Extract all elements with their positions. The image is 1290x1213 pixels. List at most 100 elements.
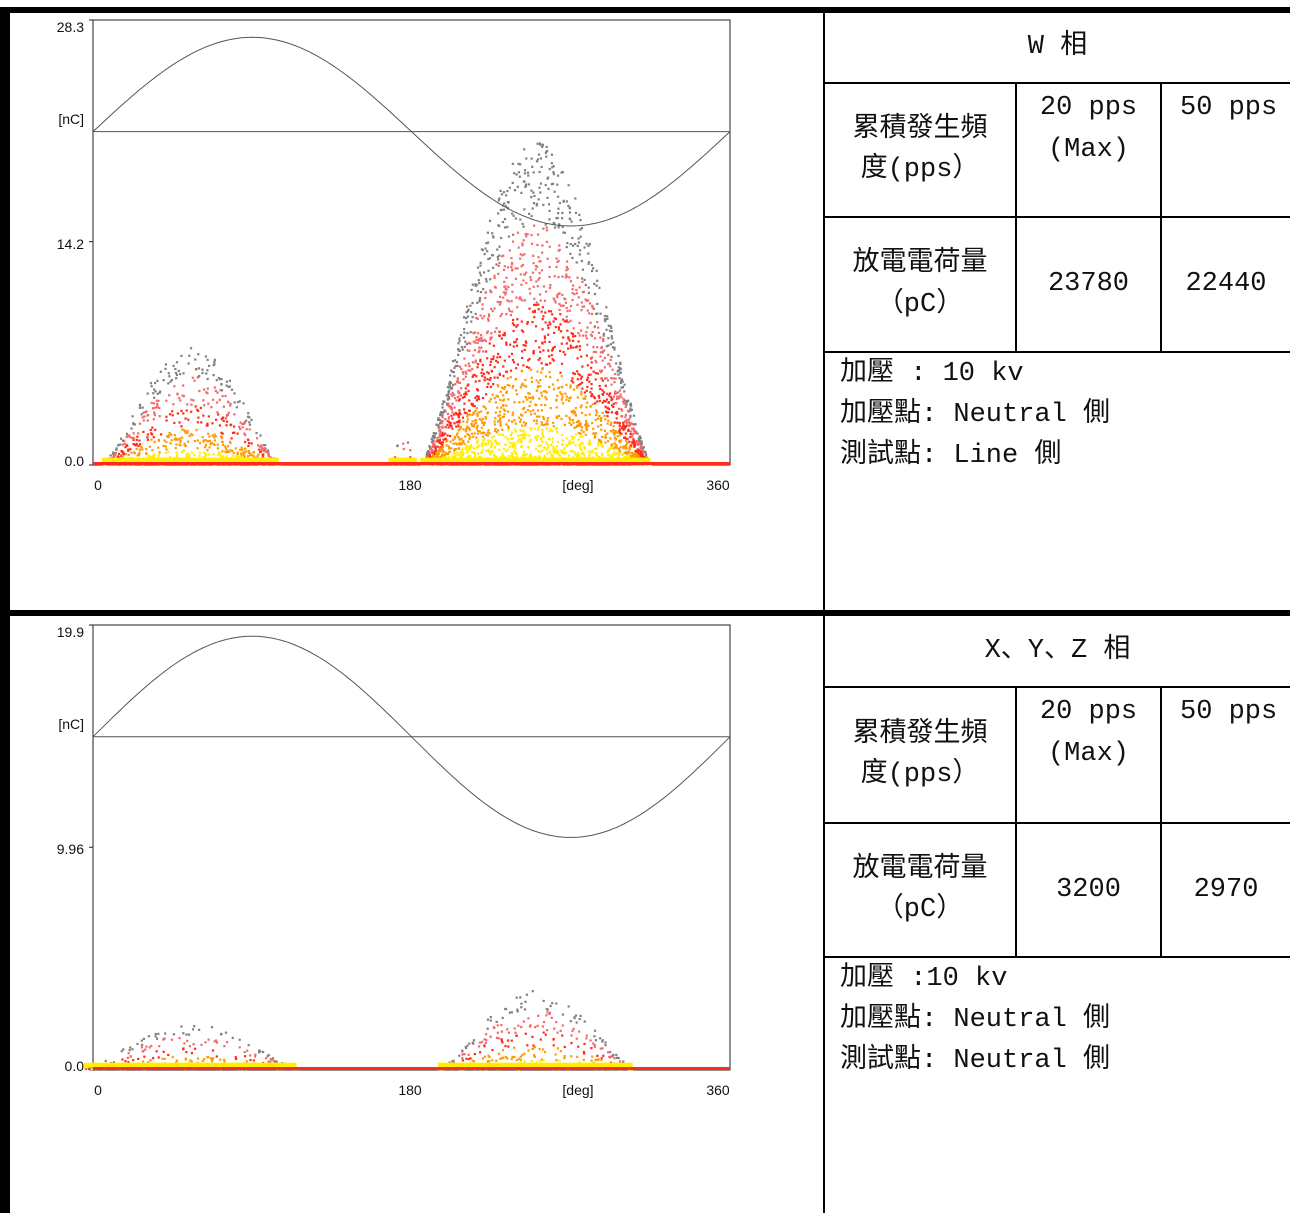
scatter-point [490, 332, 493, 335]
scatter-point [480, 442, 483, 445]
charge-value-20pps: 3200 [1056, 874, 1121, 905]
scatter-point [537, 278, 540, 281]
scatter-point [640, 444, 643, 447]
scatter-point [632, 423, 635, 426]
scatter-point [432, 434, 435, 438]
scatter-point [470, 432, 474, 435]
scatter-point [469, 444, 472, 447]
scatter-point [537, 358, 540, 361]
scatter-point [443, 453, 446, 457]
scatter-point [503, 398, 506, 401]
scatter-point [614, 437, 618, 441]
scatter-point [502, 291, 505, 294]
scatter-point [531, 320, 534, 324]
scatter-point [536, 243, 539, 247]
scatter-point [574, 410, 577, 414]
scatter-point [124, 453, 128, 456]
scatter-point [541, 251, 544, 254]
scatter-point [184, 431, 187, 434]
table1-line-b [825, 216, 1290, 218]
scatter-point [521, 356, 524, 360]
scatter-point [539, 438, 543, 441]
scatter-point [481, 307, 484, 310]
scatter-point [457, 453, 460, 457]
scatter-point [500, 406, 503, 409]
scatter-point [517, 434, 520, 438]
scatter-point [607, 324, 610, 327]
scatter-point [639, 454, 642, 457]
scatter-point [521, 436, 524, 439]
scatter-point [453, 437, 456, 440]
scatter-point [136, 454, 139, 457]
scatter-point [621, 425, 624, 428]
scatter-point [529, 276, 532, 279]
scatter-point [593, 292, 597, 296]
scatter-point [594, 378, 597, 381]
scatter-point [498, 197, 501, 200]
scatter-point [533, 427, 536, 430]
scatter-point [642, 452, 645, 455]
scatter-point [604, 1043, 607, 1047]
scatter-point [499, 433, 502, 436]
scatter-point [552, 165, 555, 168]
col-50pps-label: 50 pps [1180, 697, 1278, 727]
scatter-point [438, 422, 442, 425]
scatter-point [193, 379, 196, 382]
scatter-point [505, 391, 508, 394]
scatter-point [224, 445, 227, 448]
scatter-point [505, 313, 508, 316]
scatter-point [569, 418, 572, 421]
scatter-point [636, 440, 639, 443]
scatter-point [614, 377, 617, 380]
scatter-point [619, 431, 622, 434]
scatter-point [471, 424, 474, 427]
scatter-point [526, 171, 530, 174]
scatter-point [625, 438, 628, 441]
scatter-point [467, 389, 470, 393]
scatter-point [178, 443, 181, 446]
scatter-point [572, 421, 575, 424]
scatter-point [531, 271, 535, 274]
scatter-point [241, 422, 244, 426]
scatter-point [570, 379, 573, 382]
scatter-point [207, 1038, 210, 1041]
phase-title: X、Y、Z 相 [984, 636, 1131, 667]
scatter-point [488, 1055, 491, 1059]
scatter-point [452, 371, 456, 374]
scatter-point [169, 442, 172, 445]
scatter-point [552, 297, 555, 300]
scatter-point [512, 361, 516, 364]
scatter-point [550, 162, 553, 165]
scatter-point [519, 434, 522, 437]
scatter-point [588, 242, 591, 246]
scatter-point [521, 242, 524, 245]
scatter-point [493, 285, 497, 289]
scatter-point [579, 446, 582, 449]
scatter-point [538, 346, 541, 349]
scatter-point [612, 431, 615, 434]
scatter-point [225, 380, 228, 383]
scatter-point [511, 386, 514, 389]
scatter-point [202, 451, 206, 454]
scatter-point [478, 346, 481, 349]
scatter-point [544, 447, 547, 450]
scatter-point [540, 421, 543, 424]
scatter-point [549, 1004, 552, 1008]
discharge-scatter [84, 990, 730, 1071]
scatter-point [571, 332, 575, 336]
scatter-point [486, 443, 489, 446]
scatter-point [476, 290, 479, 293]
scatter-point [581, 411, 584, 414]
scatter-point [538, 271, 541, 275]
scatter-point [458, 398, 461, 401]
scatter-point [201, 368, 204, 371]
scatter-point [504, 293, 507, 296]
scatter-point [593, 1044, 596, 1047]
scatter-point [497, 1037, 500, 1040]
scatter-point [525, 271, 528, 274]
scatter-point [576, 370, 579, 373]
scatter-point [538, 357, 542, 360]
scatter-point [509, 369, 513, 372]
scatter-point [112, 1061, 115, 1064]
scatter-point [542, 203, 545, 207]
